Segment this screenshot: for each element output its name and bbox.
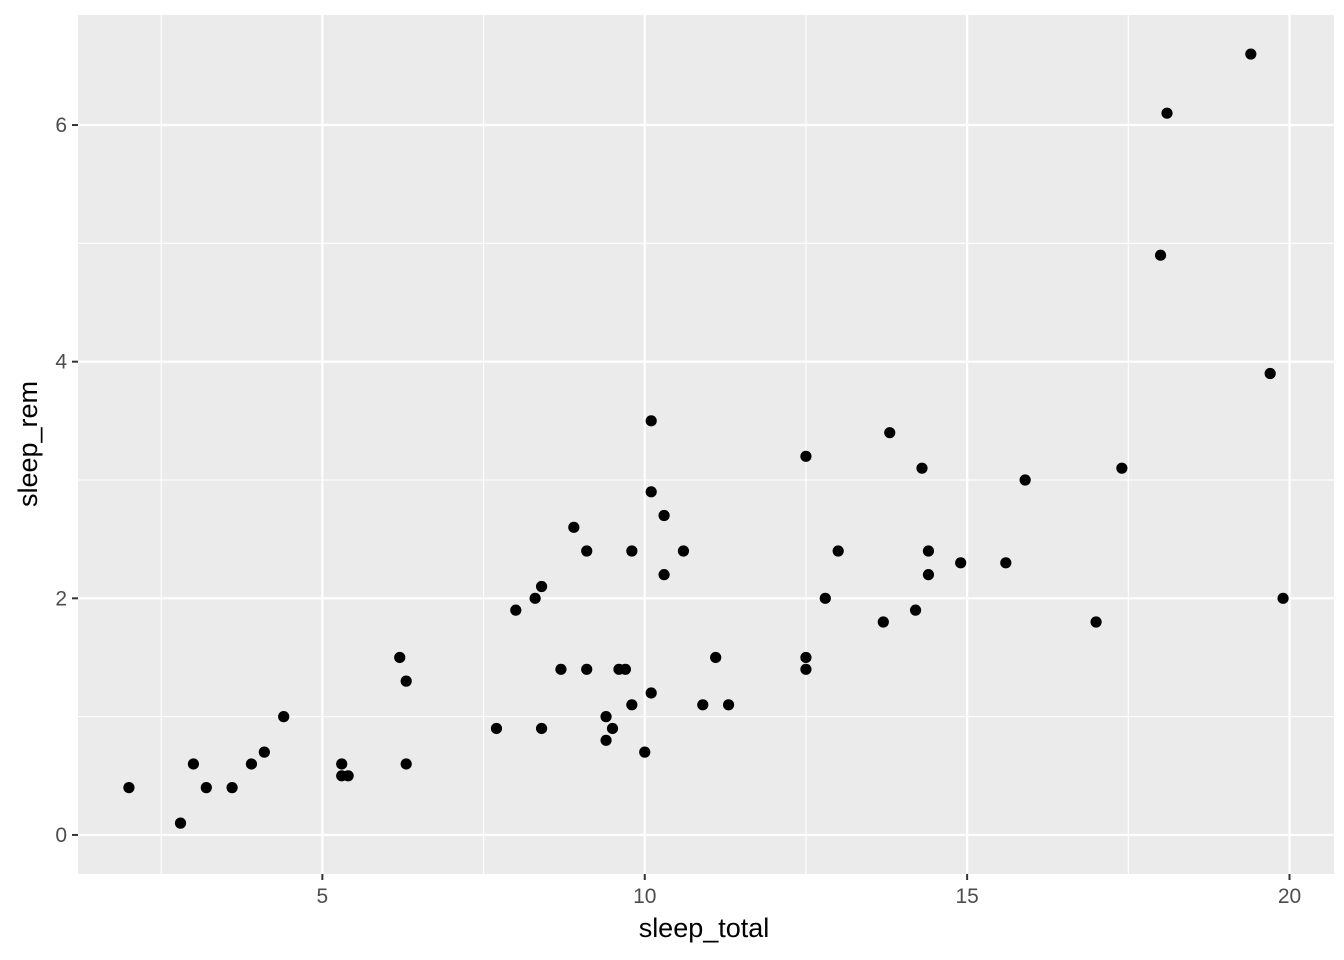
data-point [922,569,935,581]
data-point [1090,616,1102,628]
y-tick-label: 2 [55,587,67,610]
data-point [645,687,657,699]
data-point [490,722,503,735]
data-point [710,651,722,664]
points-layer [123,48,1289,829]
data-point [645,415,657,427]
y-axis: 0 2 4 6 [55,114,78,847]
data-point [535,580,548,593]
data-point [568,521,580,533]
data-point [639,746,651,758]
data-point [832,545,844,557]
data-point [226,782,238,794]
y-tick-label: 6 [55,114,67,137]
data-point [677,545,690,557]
x-tick-label: 5 [317,885,329,908]
data-point [1264,367,1276,380]
data-point [922,545,935,557]
y-tick-label: 0 [55,824,67,847]
data-point [884,427,896,439]
x-tick-label: 15 [955,885,978,908]
data-point [174,817,187,829]
data-point [600,711,612,723]
data-point [1154,249,1167,261]
data-point [529,592,541,604]
data-point [1019,474,1031,486]
x-tick-label: 10 [633,885,656,908]
data-point [123,782,135,794]
data-point [909,604,922,616]
data-point [619,663,632,675]
data-point [1000,557,1012,569]
data-point [800,651,812,664]
data-point [916,462,928,474]
data-point [187,758,200,770]
plot-panel [78,15,1334,874]
data-point [645,486,657,498]
data-point [278,711,290,723]
data-point [245,758,258,770]
data-point [800,450,812,462]
data-point [722,699,735,711]
data-point [342,770,354,782]
data-point [1116,462,1128,474]
data-point [800,663,812,675]
data-point [555,663,567,675]
x-tick-label: 20 [1278,885,1301,908]
data-point [394,651,406,664]
data-point [336,758,348,770]
data-point [510,604,522,616]
data-point [400,675,412,687]
data-point [535,722,548,735]
data-point [1277,592,1289,604]
x-axis-title: sleep_total [639,913,770,943]
data-point [658,569,670,581]
data-point [877,616,889,628]
data-point [1245,48,1257,60]
data-point [581,545,593,557]
data-point [1161,107,1173,119]
major-grid [78,15,1334,874]
y-axis-title: sleep_rem [13,381,43,507]
data-point [606,722,619,735]
data-point [258,746,270,758]
x-axis: 5 10 15 20 [317,874,1301,908]
data-point [400,758,412,770]
data-point [955,557,967,569]
data-point [626,545,638,557]
data-point [200,782,212,794]
data-point [658,509,670,522]
data-point [697,699,709,711]
data-point [626,699,638,711]
data-point [581,663,593,675]
data-point [600,734,612,746]
y-tick-label: 4 [55,351,67,374]
data-point [819,592,831,604]
